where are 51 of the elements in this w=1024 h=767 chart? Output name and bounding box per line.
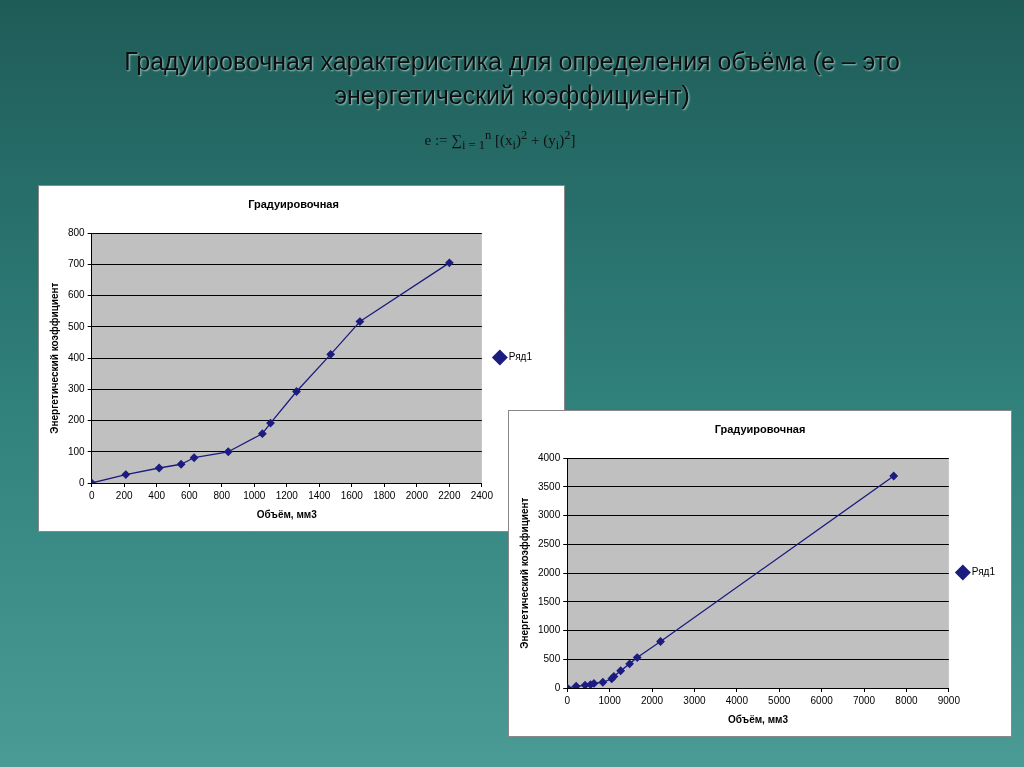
y-tick-label: 200: [68, 414, 86, 426]
y-tick-label: 300: [68, 383, 86, 395]
y-tick-label: 4000: [538, 451, 561, 463]
chart-title: Градуировочная: [714, 422, 806, 435]
x-tick-label: 8000: [895, 694, 919, 706]
x-tick-label: 0: [88, 489, 95, 501]
x-tick-label: 1000: [243, 489, 266, 501]
x-tick-label: 1800: [373, 489, 396, 501]
x-tick-label: 2400: [470, 489, 494, 501]
y-axis-title: Энергетический коэффициент: [48, 282, 60, 434]
x-tick-label: 9000: [937, 694, 961, 706]
x-axis-title: Объём, мм3: [728, 713, 789, 725]
y-tick-label: 3000: [538, 509, 561, 521]
x-tick-label: 1400: [308, 489, 331, 501]
y-tick-label: 2000: [538, 566, 561, 578]
y-tick-label: 3500: [538, 480, 561, 492]
x-tick-label: 7000: [852, 694, 876, 706]
y-tick-label: 1000: [538, 624, 561, 636]
y-tick-label: 0: [554, 681, 561, 693]
x-tick-label: 200: [115, 489, 133, 501]
x-tick-label: 0: [564, 694, 571, 706]
y-tick-label: 0: [79, 476, 86, 488]
text: e := ∑$_{i = 1}$$^{n}$ [(x$_{i}$)$^{2}$ + (y$_{i}$)$^{2}$]: [424, 128, 576, 152]
chart-title: Градуировочная: [248, 197, 339, 210]
x-tick-label: 800: [213, 489, 231, 501]
y-tick-label: 2500: [538, 538, 561, 550]
y-axis-title: Энергетический коэффициент: [518, 497, 530, 649]
y-tick-label: 500: [68, 320, 86, 332]
y-tick-label: 500: [543, 653, 561, 665]
x-tick-label: 2200: [438, 489, 461, 501]
x-tick-label: 400: [148, 489, 166, 501]
x-tick-label: 1600: [340, 489, 364, 501]
y-tick-label: 100: [68, 445, 86, 457]
x-tick-label: 3000: [683, 694, 707, 706]
x-tick-label: 6000: [810, 694, 834, 706]
y-tick-label: 1500: [538, 595, 561, 607]
x-tick-label: 2000: [640, 694, 664, 706]
x-tick-label: 4000: [725, 694, 749, 706]
x-axis-title: Объём, мм3: [256, 508, 318, 520]
y-tick-label: 800: [68, 226, 86, 238]
text: Градуировочная характеристика для определения объёма (e – это энергетический коэффициент): [123, 46, 901, 111]
x-tick-label: 1200: [275, 489, 299, 501]
legend-label: Ряд1: [508, 351, 533, 363]
y-tick-label: 400: [68, 351, 86, 363]
x-tick-label: 600: [180, 489, 199, 501]
x-tick-label: 2000: [405, 489, 429, 501]
y-tick-label: 700: [68, 258, 86, 270]
y-tick-label: 600: [68, 289, 86, 301]
legend-label: Ряд1: [971, 566, 996, 578]
x-tick-label: 5000: [768, 694, 791, 706]
x-tick-label: 1000: [598, 694, 622, 706]
